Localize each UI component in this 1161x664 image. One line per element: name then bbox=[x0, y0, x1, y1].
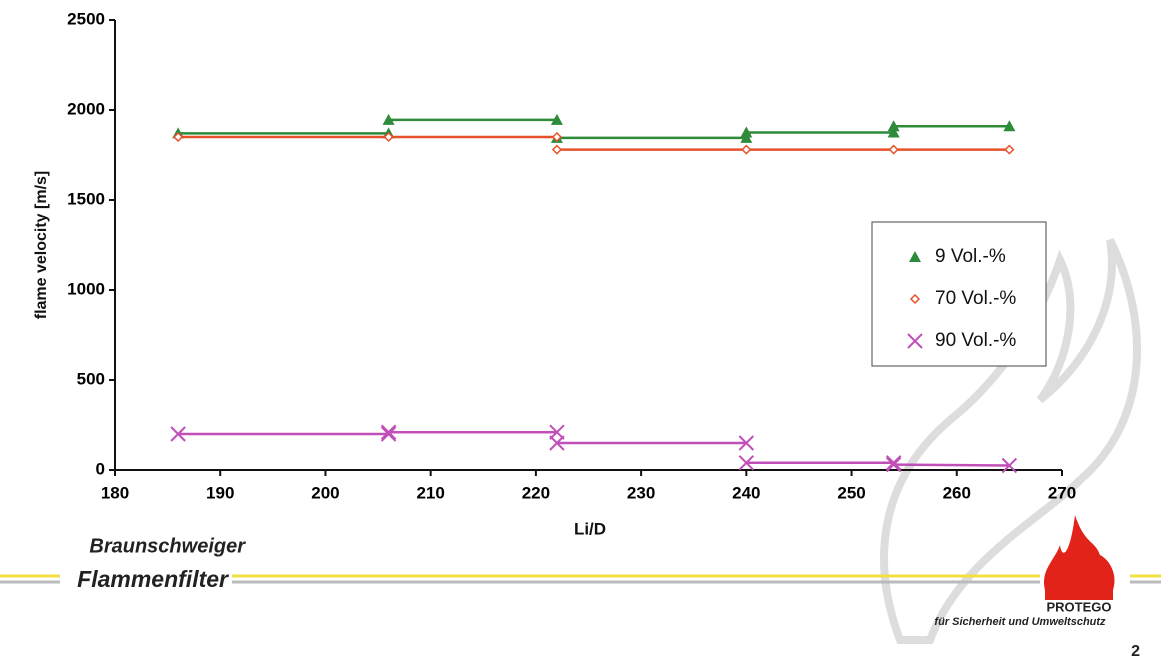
x-tick-label: 250 bbox=[837, 483, 865, 502]
y-tick-label: 500 bbox=[77, 369, 105, 388]
x-tick-label: 220 bbox=[522, 483, 550, 502]
marker bbox=[1005, 146, 1013, 154]
marker bbox=[553, 146, 561, 154]
brand-line1: Braunschweiger bbox=[89, 535, 246, 557]
y-tick-label: 1000 bbox=[67, 279, 105, 298]
y-tick-label: 1500 bbox=[67, 189, 105, 208]
y-axis-label: flame velocity [m/s] bbox=[33, 171, 50, 320]
series-line bbox=[178, 120, 1009, 138]
x-tick-label: 190 bbox=[206, 483, 234, 502]
legend-label: 90 Vol.-% bbox=[935, 330, 1016, 351]
x-tick-label: 210 bbox=[416, 483, 444, 502]
legend-label: 9 Vol.-% bbox=[935, 246, 1006, 267]
slogan: für Sicherheit und Umweltschutz bbox=[934, 616, 1106, 628]
marker bbox=[742, 146, 750, 154]
logo-flame bbox=[1044, 515, 1115, 590]
brand-line2: Flammenfilter bbox=[77, 566, 229, 592]
legend-label: 70 Vol.-% bbox=[935, 288, 1016, 309]
x-tick-label: 270 bbox=[1048, 483, 1076, 502]
page-number: 2 bbox=[1131, 643, 1140, 660]
y-tick-label: 2500 bbox=[67, 9, 105, 28]
x-tick-label: 260 bbox=[943, 483, 971, 502]
x-tick-label: 230 bbox=[627, 483, 655, 502]
series-line bbox=[178, 432, 1009, 465]
y-tick-label: 0 bbox=[96, 459, 105, 478]
marker bbox=[890, 146, 898, 154]
x-axis-label: Li/D bbox=[574, 519, 606, 538]
y-tick-label: 2000 bbox=[67, 99, 105, 118]
x-tick-label: 240 bbox=[732, 483, 760, 502]
x-tick-label: 180 bbox=[101, 483, 129, 502]
x-tick-label: 200 bbox=[311, 483, 339, 502]
slide: Braunschweiger Flammenfilter PROTEGO für… bbox=[0, 0, 1161, 664]
logo-text: PROTEGO bbox=[1046, 599, 1111, 614]
